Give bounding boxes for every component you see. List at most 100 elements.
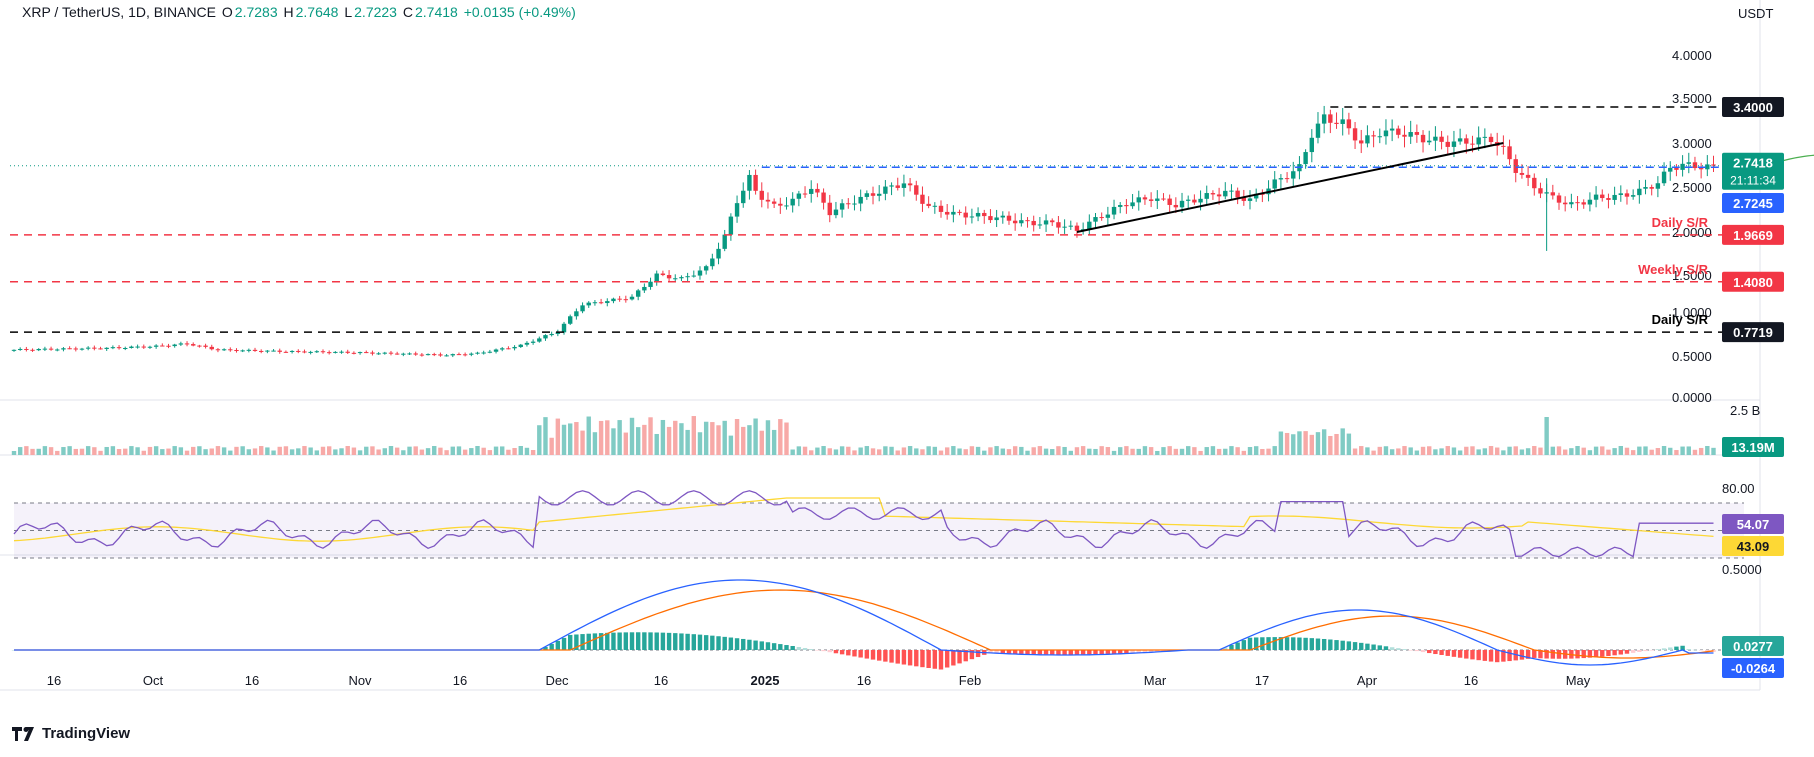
candle-body — [1068, 225, 1073, 227]
candle-body — [920, 194, 925, 204]
candle-body — [1186, 199, 1191, 201]
macd-hist-bar — [1346, 641, 1352, 650]
volume-bar — [1093, 448, 1098, 455]
macd-hist-bar — [1488, 650, 1494, 662]
candle-body — [1340, 119, 1345, 124]
macd-hist-bar — [883, 650, 888, 662]
volume-bar — [1334, 433, 1339, 455]
macd-hist-bar — [1532, 650, 1537, 658]
volume-bar — [1507, 446, 1512, 455]
volume-bar — [462, 449, 468, 455]
volume-bar — [703, 421, 709, 455]
macd-hist-bar — [1161, 650, 1166, 652]
candle-body — [827, 202, 832, 216]
volume-bar — [555, 418, 561, 455]
change-value: +0.0135 (+0.49%) — [463, 4, 576, 20]
candle-body — [679, 277, 684, 279]
volume-bar — [1198, 450, 1203, 455]
volume-bar — [314, 450, 320, 455]
volume-bar — [864, 446, 870, 455]
volume-bar — [432, 446, 437, 455]
volume-bar — [17, 447, 23, 455]
candle-body — [561, 323, 567, 333]
candle-body — [901, 183, 907, 188]
candle-body — [1167, 198, 1172, 205]
macd-hist-bar — [741, 638, 746, 650]
volume-bar — [765, 420, 771, 455]
candle-body — [388, 352, 394, 354]
candle-body — [673, 278, 678, 280]
volume-bar — [73, 448, 78, 455]
volume-bar — [963, 449, 968, 455]
volume-bar — [469, 448, 474, 455]
volume-bar — [1538, 447, 1543, 455]
macd-hist-bar — [1439, 650, 1444, 655]
candle-body — [852, 203, 857, 205]
candle-body — [42, 348, 48, 350]
macd-hist-bar — [561, 637, 567, 650]
candle-body — [537, 338, 542, 342]
volume-bar — [1396, 448, 1401, 455]
volume-bar — [1321, 429, 1327, 455]
candle-body — [246, 349, 252, 351]
volume-bar — [1080, 446, 1086, 455]
volume-bar — [1439, 448, 1444, 455]
candle-body — [178, 343, 184, 345]
volume-bar — [289, 449, 295, 455]
volume-bar — [568, 423, 573, 455]
volume-bar — [858, 447, 863, 455]
volume-bar — [79, 448, 85, 455]
volume-bar — [1012, 446, 1018, 455]
candle-body — [370, 352, 375, 354]
volume-bar — [1482, 448, 1488, 455]
volume-bar — [982, 450, 987, 455]
macd-hist-bar — [1692, 649, 1698, 651]
badge-3.4000-bg — [1722, 97, 1784, 117]
time-tick-label: 16 — [245, 673, 259, 688]
candle-body — [36, 348, 41, 351]
candle-body — [1575, 202, 1580, 204]
volume-bar — [475, 446, 480, 455]
candle-body — [357, 352, 363, 354]
macd-hist-bar — [1414, 650, 1420, 652]
volume-bar — [802, 446, 808, 455]
brand-name: TradingView — [42, 725, 131, 742]
candle-body — [846, 203, 851, 205]
volume-bar — [1031, 447, 1036, 455]
volume-bar — [1068, 450, 1073, 455]
macd-hist-bar — [852, 650, 857, 657]
volume-bar — [265, 447, 270, 455]
volume-bar — [1371, 450, 1376, 455]
candle-body — [574, 311, 579, 317]
volume-bar — [518, 446, 523, 455]
candle-body — [1377, 136, 1382, 138]
volume-bar — [673, 420, 678, 455]
macd-hist-bar — [549, 643, 554, 650]
volume-bar — [1637, 446, 1642, 455]
volume-bar — [1600, 446, 1605, 455]
candle-body — [129, 346, 134, 348]
candle-body — [580, 305, 585, 312]
macd-hist-bar — [722, 636, 727, 650]
macd-hist-bar — [1575, 650, 1580, 659]
macd-badge-bg — [1722, 658, 1784, 678]
volume-bar — [1210, 446, 1216, 455]
macd-hist-bar — [784, 645, 789, 650]
time-tick-label: 16 — [453, 673, 467, 688]
candle-body — [271, 350, 276, 352]
macd-hist-bar — [1315, 638, 1321, 650]
volume-bar — [1668, 447, 1673, 455]
candle-body — [425, 354, 431, 356]
volume-bar — [1383, 446, 1389, 455]
candle-body — [1050, 220, 1055, 223]
candle-body — [1006, 215, 1012, 221]
currency-label[interactable]: USDT — [1738, 6, 1774, 21]
volume-bar — [1359, 446, 1364, 455]
candle-body — [1229, 190, 1234, 192]
level-text-label: Weekly S/R — [1638, 262, 1708, 277]
candle-body — [703, 266, 709, 271]
brand[interactable]: TradingView — [12, 725, 130, 742]
macd-hist-bar — [1581, 650, 1586, 659]
candle-body — [1433, 136, 1438, 141]
